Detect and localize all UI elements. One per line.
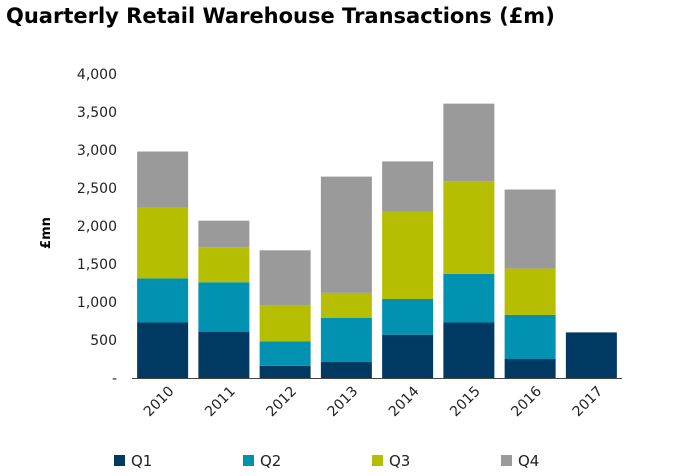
bar-2015-q4 <box>443 103 495 182</box>
legend-swatch-q3 <box>372 455 383 466</box>
y-tick-label: 1,500 <box>77 257 117 273</box>
y-tick-label: 500 <box>90 333 117 349</box>
bar-2014-q2 <box>382 298 434 335</box>
legend-label-q1: Q1 <box>131 452 152 470</box>
bar-2017-q1 <box>565 332 617 378</box>
legend-label-q3: Q3 <box>389 452 410 470</box>
bar-2016-q1 <box>504 359 556 378</box>
bar-2016-q2 <box>504 314 556 359</box>
bar-2011-q1 <box>198 331 250 378</box>
bar-2015-q1 <box>443 322 495 378</box>
bar-2013-q3 <box>320 292 372 318</box>
bar-2015-q2 <box>443 273 495 323</box>
y-axis-label: £mn <box>39 217 54 249</box>
bar-2010-q2 <box>137 278 189 323</box>
bar-2012-q4 <box>259 250 311 306</box>
x-tick-label: 2016 <box>508 383 545 420</box>
x-tick-label: 2014 <box>386 383 423 420</box>
x-tick-label: 2011 <box>202 384 239 421</box>
y-tick-label: 3,000 <box>77 143 117 159</box>
x-tick-label: 2015 <box>447 384 484 421</box>
bar-2014-q3 <box>382 211 434 299</box>
bar-2014-q4 <box>382 161 434 212</box>
bar-2010-q3 <box>137 207 189 279</box>
legend-label-q2: Q2 <box>260 452 281 470</box>
bar-2015-q3 <box>443 181 495 274</box>
y-tick-label: 2,000 <box>77 219 117 235</box>
bar-2013-q4 <box>320 176 372 293</box>
x-tick-label: 2012 <box>263 384 300 421</box>
bar-2016-q4 <box>504 189 556 269</box>
x-tick-label: 2010 <box>141 384 178 421</box>
bar-2012-q1 <box>259 365 311 378</box>
y-tick-label: 1,000 <box>77 295 117 311</box>
chart-title: Quarterly Retail Warehouse Transactions … <box>6 4 555 28</box>
y-tick-label: 2,500 <box>77 181 117 197</box>
bar-2014-q1 <box>382 334 434 378</box>
y-tick-label: 4,000 <box>77 67 117 83</box>
x-tick-label: 2017 <box>570 384 607 421</box>
y-tick-label: 3,500 <box>77 105 117 121</box>
bar-2012-q3 <box>259 305 311 342</box>
bar-2013-q1 <box>320 362 372 378</box>
legend-swatch-q4 <box>501 455 512 466</box>
bar-2016-q3 <box>504 268 556 315</box>
bar-2010-q1 <box>137 322 189 378</box>
bar-2013-q2 <box>320 317 372 363</box>
x-tick-label: 2013 <box>325 384 362 421</box>
bar-2011-q2 <box>198 282 250 332</box>
bar-2010-q4 <box>137 151 189 207</box>
bar-2012-q2 <box>259 341 311 366</box>
bar-2011-q4 <box>198 220 250 248</box>
legend-label-q4: Q4 <box>518 452 539 470</box>
legend-swatch-q2 <box>243 455 254 466</box>
y-tick-label: - <box>112 371 117 387</box>
bar-2011-q3 <box>198 247 250 283</box>
legend-swatch-q1 <box>114 455 125 466</box>
